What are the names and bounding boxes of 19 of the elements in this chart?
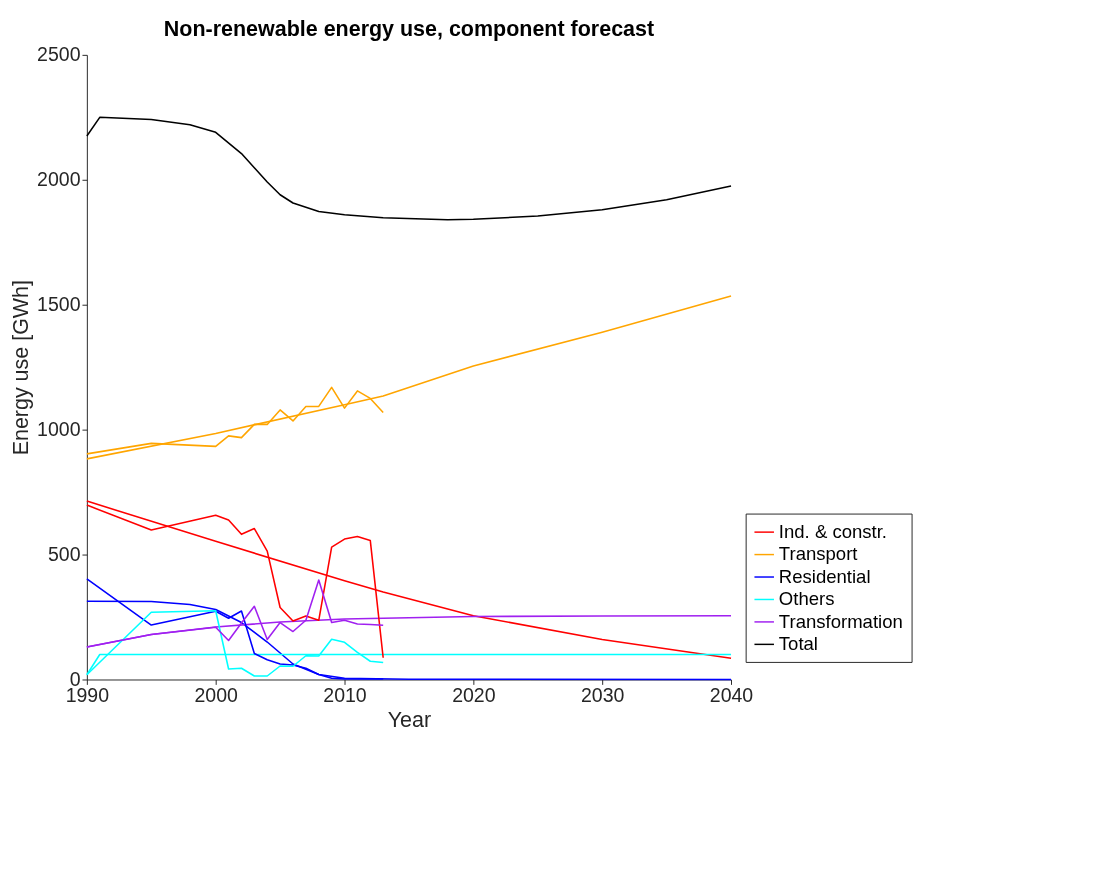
x-tick-label: 2030 [580,684,625,707]
chart-title: Non-renewable energy use, component forecast [163,17,655,42]
x-tick-label: 2010 [323,684,367,707]
legend-label: Total [778,633,818,655]
legend-label: Transport [778,543,859,565]
y-tick-label: 500 [47,542,81,565]
y-tick-label: 2500 [37,43,81,66]
y-tick-label: 1000 [37,417,81,440]
x-tick-label: 2000 [194,684,239,707]
x-axis-title: Year [387,707,432,732]
y-tick-label: 2000 [37,168,81,191]
y-tick-label: 1500 [37,293,81,316]
legend-label: Others [778,588,835,610]
x-tick-label: 2040 [709,684,754,707]
y-axis-title: Energy use [GWh] [9,279,34,456]
legend-label: Residential [778,565,871,587]
legend-label: Ind. & constr. [778,520,887,542]
legend-label: Transformation [778,610,903,632]
x-tick-label: 2020 [452,684,496,707]
